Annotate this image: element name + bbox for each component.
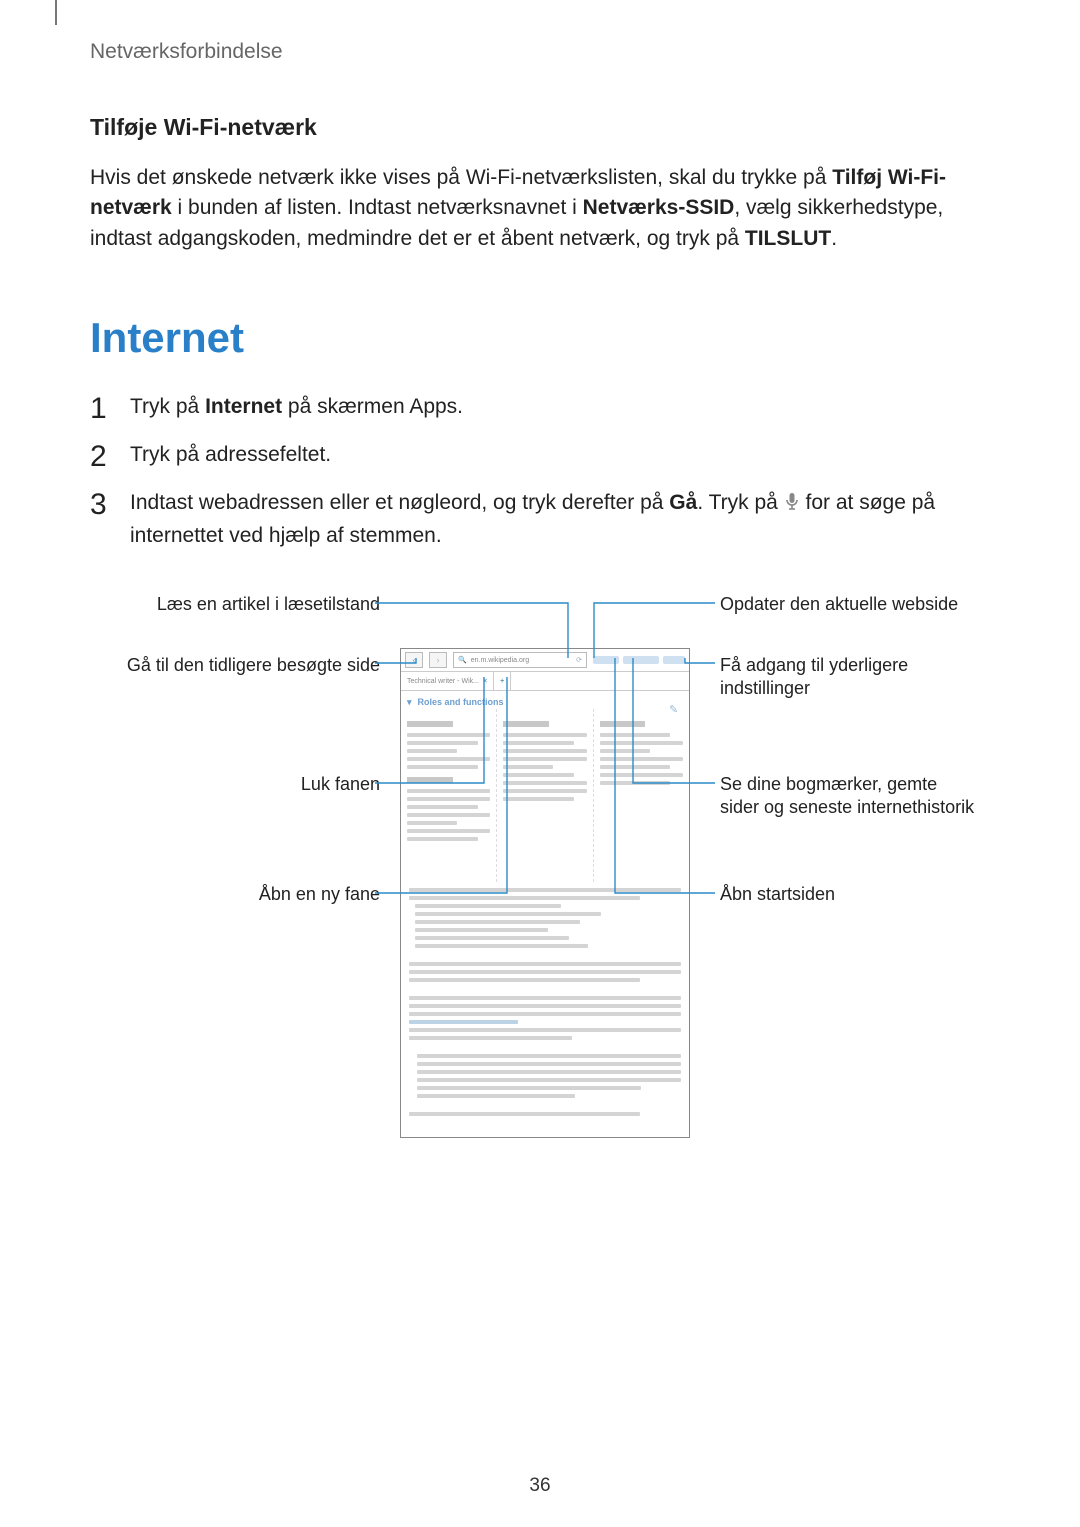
url-field[interactable]: 🔍 en.m.wikipedia.org ⟳ <box>453 652 587 668</box>
callout-left-3: Åbn en ny fane <box>100 883 380 906</box>
back-button[interactable]: ‹ <box>405 652 423 668</box>
text: . <box>831 227 837 250</box>
step-number: 3 <box>90 488 112 550</box>
text: . Tryk på <box>697 491 783 514</box>
home-button[interactable] <box>593 656 619 664</box>
more-menu-button[interactable] <box>663 656 685 664</box>
toolbar-right <box>593 656 685 664</box>
close-tab-icon[interactable]: × <box>483 678 487 685</box>
page-number: 36 <box>0 1475 1080 1497</box>
step-3: 3 Indtast webadressen eller et nøgleord,… <box>90 488 990 550</box>
callout-right-1: Få adgang til yderligere indstillinger <box>720 654 980 699</box>
callout-left-2: Luk fanen <box>100 773 380 796</box>
tab-bar: Technical writer - Wik... × + <box>401 672 689 691</box>
tab-label: Technical writer - Wik... <box>407 678 479 685</box>
internet-heading: Internet <box>90 314 990 362</box>
wifi-paragraph: Hvis det ønskede netværk ikke vises på W… <box>90 163 990 254</box>
bookmarks-button[interactable] <box>623 656 659 664</box>
step-2: 2 Tryk på adressefeltet. <box>90 440 990 472</box>
callout-left-0: Læs en artikel i læsetilstand <box>100 593 380 616</box>
bold: Internet <box>205 395 282 418</box>
step-1: 1 Tryk på Internet på skærmen Apps. <box>90 392 990 424</box>
callout-right-2: Se dine bogmærker, gemte sider og senest… <box>720 773 980 818</box>
bold: Netværks-SSID <box>583 196 735 219</box>
text: Hvis det ønskede netværk ikke vises på W… <box>90 166 832 189</box>
page-top-marker <box>55 0 57 25</box>
bold: TILSLUT <box>745 227 831 250</box>
headline-text: Roles and functions <box>418 697 504 707</box>
refresh-icon[interactable]: ⟳ <box>576 656 582 664</box>
section-header: Netværksforbindelse <box>90 40 990 64</box>
browser-window: ‹ › 🔍 en.m.wikipedia.org ⟳ Technical wri… <box>400 648 690 1138</box>
step-text: Tryk på Internet på skærmen Apps. <box>130 392 463 424</box>
step-number: 2 <box>90 440 112 472</box>
step-text: Indtast webadressen eller et nøgleord, o… <box>130 488 990 550</box>
text: på skærmen Apps. <box>282 395 463 418</box>
bold: Gå <box>669 491 697 514</box>
page-headline: ▾ Roles and functions <box>401 691 689 709</box>
active-tab[interactable]: Technical writer - Wik... × <box>401 672 494 690</box>
microphone-icon <box>784 491 800 520</box>
search-icon: 🔍 <box>458 656 467 664</box>
step-number: 1 <box>90 392 112 424</box>
browser-diagram: Læs en artikel i læsetilstand Gå til den … <box>90 578 990 1168</box>
text: Tryk på <box>130 395 205 418</box>
wifi-subheading: Tilføje Wi-Fi-netværk <box>90 114 990 141</box>
edit-icon: ✎ <box>669 703 681 715</box>
new-tab-button[interactable]: + <box>494 672 511 690</box>
step-text: Tryk på adressefeltet. <box>130 440 331 472</box>
callout-right-0: Opdater den aktuelle webside <box>720 593 980 616</box>
callout-right-3: Åbn startsiden <box>720 883 980 906</box>
url-text: en.m.wikipedia.org <box>471 657 529 664</box>
forward-button[interactable]: › <box>429 652 447 668</box>
text: i bunden af listen. Indtast netværksnavn… <box>172 196 583 219</box>
address-bar: ‹ › 🔍 en.m.wikipedia.org ⟳ <box>401 649 689 672</box>
callout-left-1: Gå til den tidligere besøgte side <box>100 654 380 677</box>
text: Indtast webadressen eller et nøgleord, o… <box>130 491 669 514</box>
text: Tryk på adressefeltet. <box>130 443 331 466</box>
